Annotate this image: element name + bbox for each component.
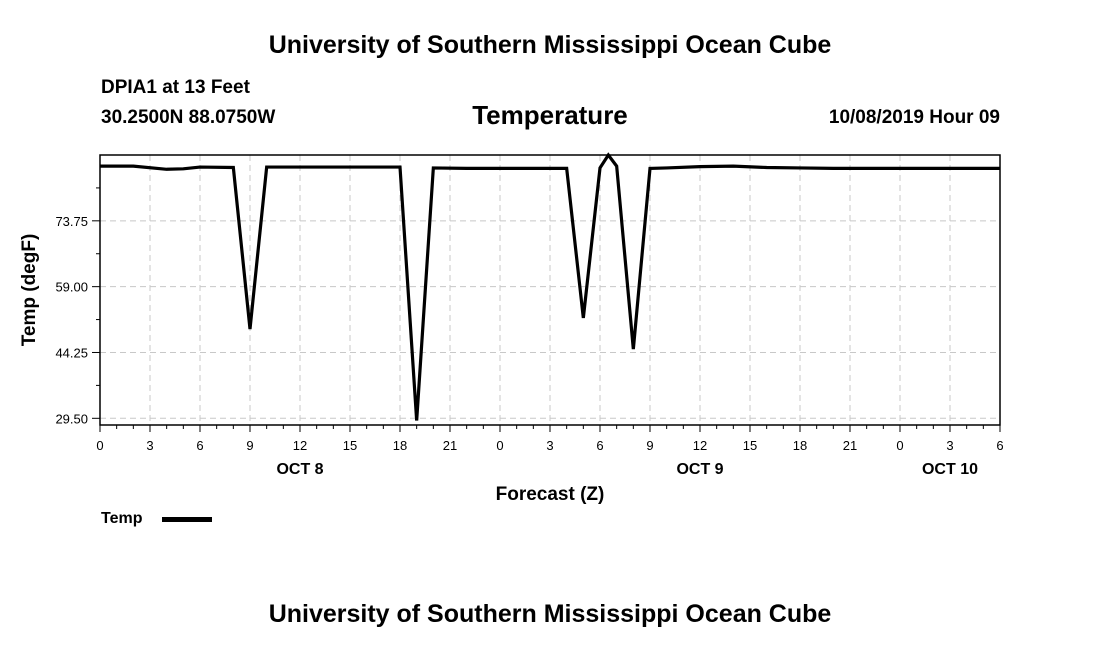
x-tick-label: 12 bbox=[693, 438, 707, 453]
x-tick-label: 9 bbox=[646, 438, 653, 453]
x-tick-label: 18 bbox=[793, 438, 807, 453]
series-line-temp bbox=[100, 152, 1000, 421]
x-tick-label: 3 bbox=[546, 438, 553, 453]
x-tick-label: 15 bbox=[343, 438, 357, 453]
legend-label: Temp bbox=[101, 510, 143, 527]
y-axis-title: Temp (degF) bbox=[19, 234, 40, 347]
x-tick-label: 21 bbox=[443, 438, 457, 453]
x-day-label: OCT 10 bbox=[922, 461, 978, 478]
x-day-label: OCT 8 bbox=[276, 461, 323, 478]
footer-title: University of Southern Mississippi Ocean… bbox=[268, 600, 832, 628]
x-day-label: OCT 9 bbox=[676, 461, 723, 478]
x-tick-label: 9 bbox=[246, 438, 253, 453]
x-tick-label: 3 bbox=[946, 438, 953, 453]
chart-subtitle: Temperature bbox=[472, 100, 628, 130]
y-tick-label: 29.50 bbox=[55, 411, 88, 426]
y-tick-label: 73.75 bbox=[55, 214, 88, 229]
y-tick-label: 59.00 bbox=[55, 280, 88, 295]
x-tick-label: 6 bbox=[196, 438, 203, 453]
y-tick-label: 44.25 bbox=[55, 345, 88, 360]
x-tick-label: 15 bbox=[743, 438, 757, 453]
chart-title: University of Southern Mississippi Ocean… bbox=[268, 31, 832, 59]
location-label: 30.2500N 88.0750W bbox=[101, 107, 276, 128]
x-tick-label: 21 bbox=[843, 438, 857, 453]
station-label: DPIA1 at 13 Feet bbox=[101, 77, 250, 98]
x-tick-label: 12 bbox=[293, 438, 307, 453]
x-tick-label: 3 bbox=[146, 438, 153, 453]
x-axis-title: Forecast (Z) bbox=[496, 484, 605, 505]
x-tick-label: 18 bbox=[393, 438, 407, 453]
x-tick-label: 0 bbox=[896, 438, 903, 453]
x-tick-label: 6 bbox=[996, 438, 1003, 453]
legend-swatch bbox=[162, 517, 212, 522]
x-tick-label: 6 bbox=[596, 438, 603, 453]
x-tick-label: 0 bbox=[496, 438, 503, 453]
forecast-datetime: 10/08/2019 Hour 09 bbox=[828, 107, 1000, 128]
x-tick-label: 0 bbox=[96, 438, 103, 453]
